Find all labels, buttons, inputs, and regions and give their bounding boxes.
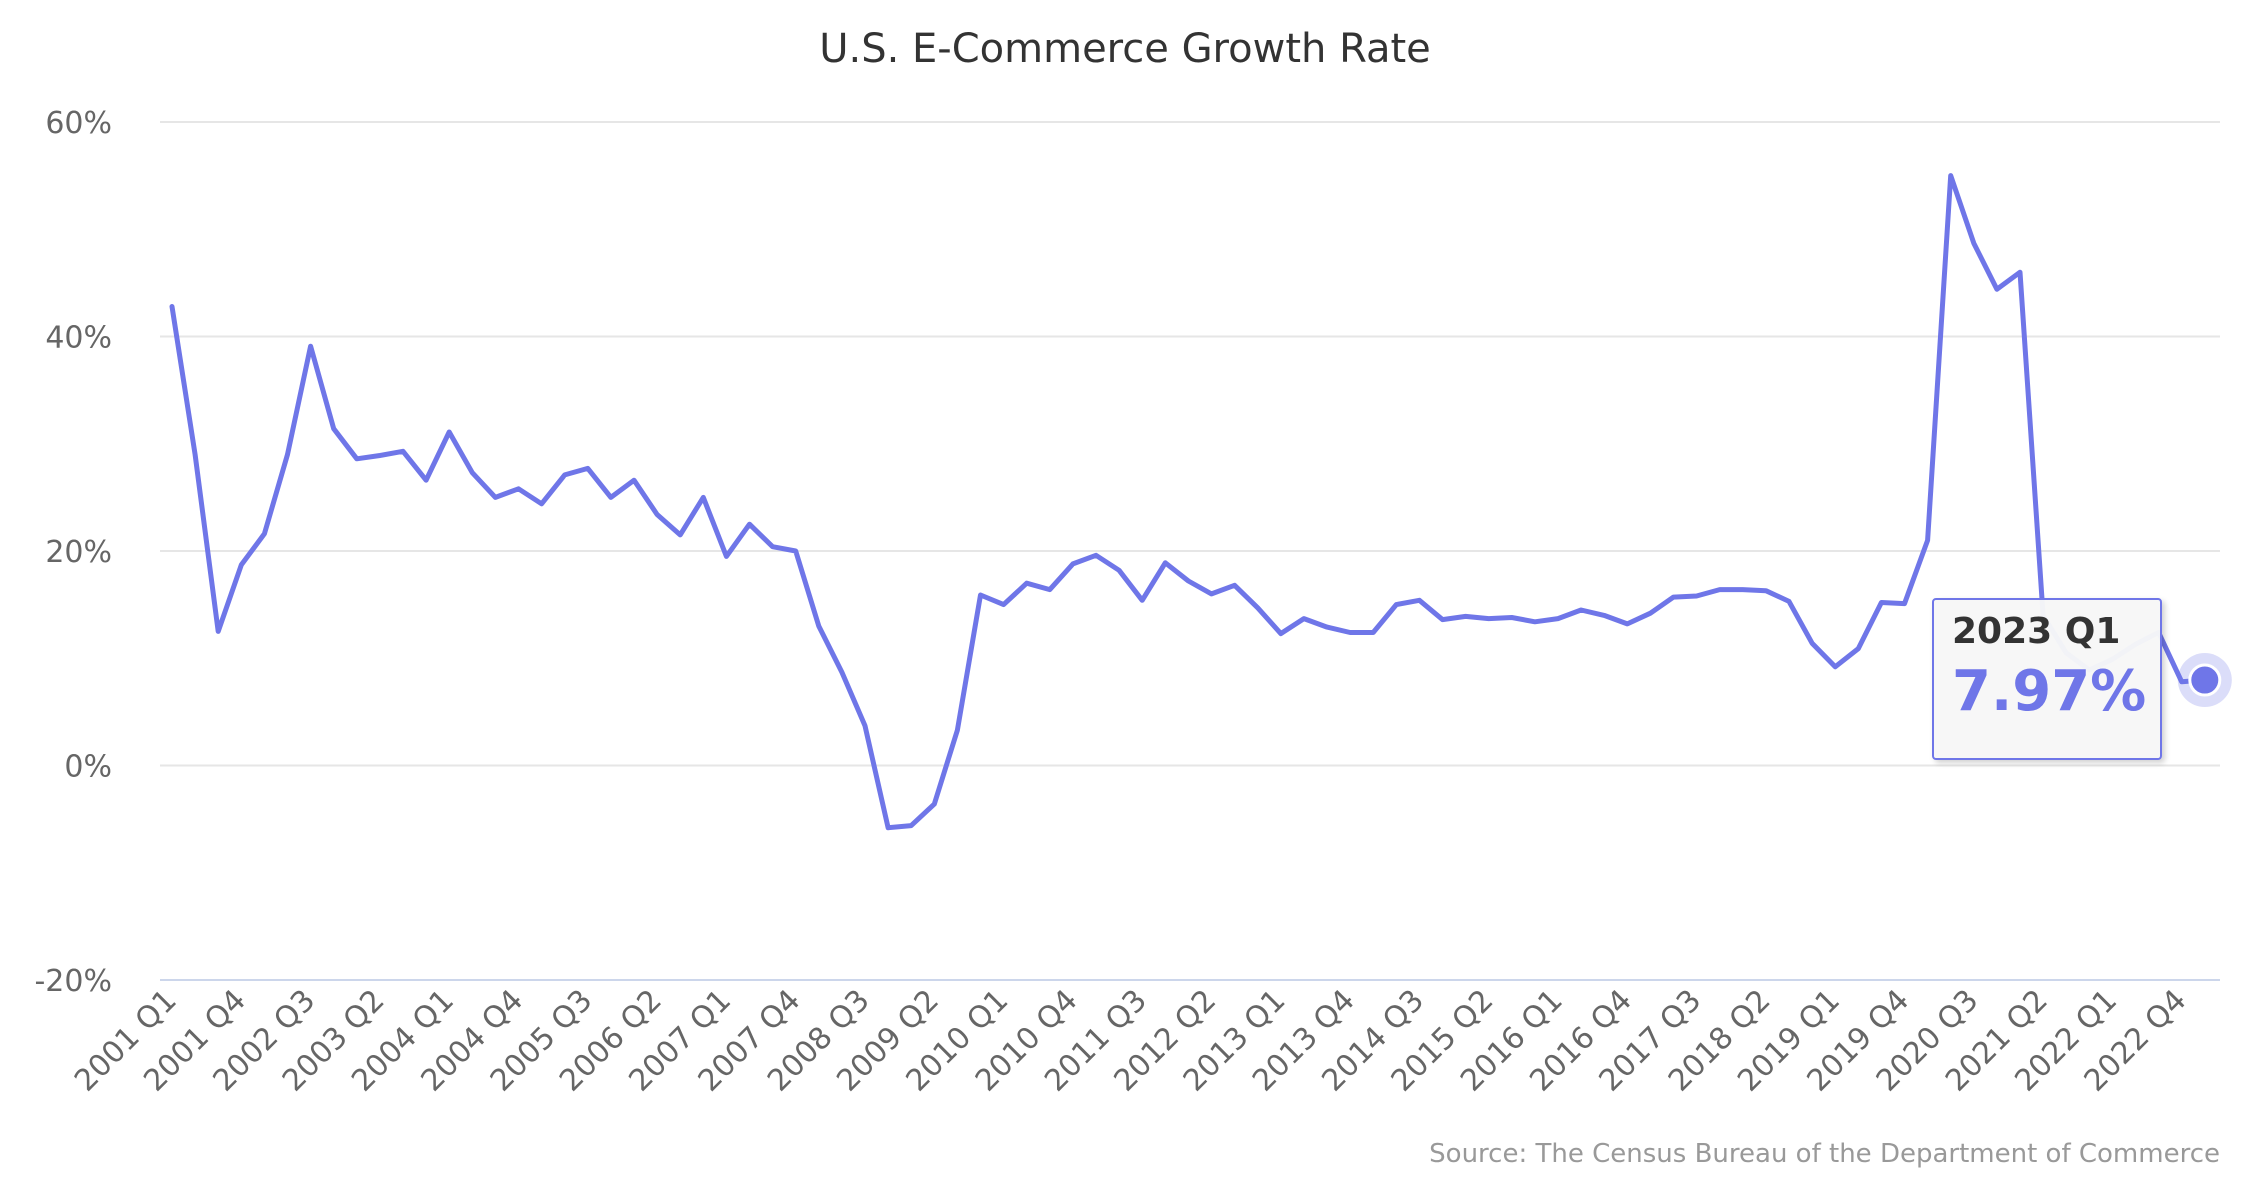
y-tick-label: 20%	[45, 535, 112, 570]
y-tick-label: -20%	[34, 964, 112, 999]
y-tick-label: 60%	[45, 106, 112, 141]
y-tick-label: 0%	[64, 750, 112, 785]
y-axis: 60% 40% 20% 0% -20%	[34, 106, 112, 999]
highlight-point[interactable]	[2188, 663, 2222, 697]
series-line	[169, 173, 2208, 831]
tooltip-value: 7.97%	[1952, 659, 2147, 724]
marker-layer	[2177, 653, 2232, 708]
tooltip: 2023 Q1 7.97%	[1932, 598, 2162, 760]
grid-layer	[160, 121, 2220, 981]
chart-title: U.S. E-Commerce Growth Rate	[819, 26, 1431, 72]
series-layer	[169, 173, 2208, 831]
source-credit: Source: The Census Bureau of the Departm…	[1429, 1139, 2220, 1169]
tooltip-label: 2023 Q1	[1952, 611, 2121, 652]
y-tick-label: 40%	[45, 321, 112, 356]
